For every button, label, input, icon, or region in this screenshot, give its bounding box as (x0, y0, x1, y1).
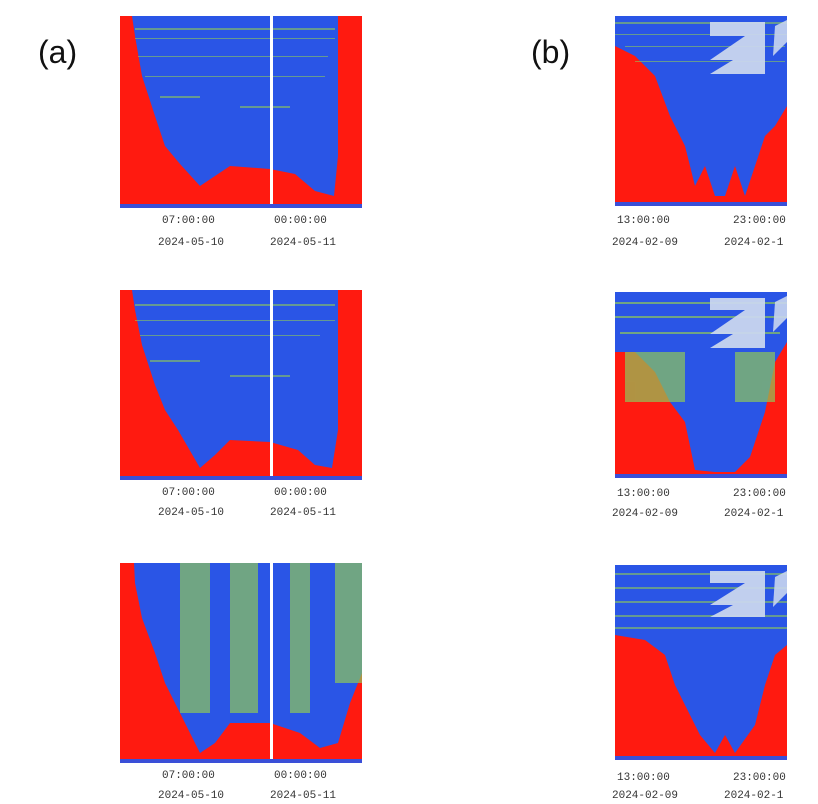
spectrogram-a2 (120, 290, 362, 480)
spectrogram-b1 (615, 16, 787, 206)
a1-date-label-1: 2024-05-10 (158, 237, 225, 249)
panel-a-label: (a) (38, 34, 78, 70)
a1-time-label-2: 00:00:00 (274, 215, 327, 227)
a2-time-label-2: 00:00:00 (274, 487, 327, 499)
a3-time-label-2: 00:00:00 (274, 770, 327, 782)
b1-date-label-1: 2024-02-09 (612, 237, 679, 249)
panel-b-label: (b) (531, 34, 571, 70)
a1-date-label-2: 2024-05-11 (270, 237, 337, 249)
a3-time-label-1: 07:00:00 (162, 770, 215, 782)
b1-date-label-2: 2024-02-1 (724, 237, 784, 249)
b2-date-label-1: 2024-02-09 (612, 508, 679, 520)
b3-time-label-1: 13:00:00 (617, 772, 670, 784)
a2-date-label-1: 2024-05-10 (158, 507, 225, 519)
spectrogram-b2 (615, 292, 787, 478)
spectrogram-a1 (120, 16, 362, 208)
spectrogram-a3 (120, 563, 362, 763)
a2-time-label-1: 07:00:00 (162, 487, 215, 499)
b2-date-label-2: 2024-02-1 (724, 508, 784, 520)
a2-date-label-2: 2024-05-11 (270, 507, 337, 519)
b2-time-label-1: 13:00:00 (617, 488, 670, 500)
b1-time-label-1: 13:00:00 (617, 215, 670, 227)
b1-time-label-2: 23:00:00 (733, 215, 786, 227)
b3-date-label-1: 2024-02-09 (612, 790, 679, 802)
a3-date-label-2: 2024-05-11 (270, 790, 337, 802)
a3-date-label-1: 2024-05-10 (158, 790, 225, 802)
b3-time-label-2: 23:00:00 (733, 772, 786, 784)
a1-time-label-1: 07:00:00 (162, 215, 215, 227)
b2-time-label-2: 23:00:00 (733, 488, 786, 500)
b3-date-label-2: 2024-02-1 (724, 790, 784, 802)
spectrogram-b3 (615, 565, 787, 760)
